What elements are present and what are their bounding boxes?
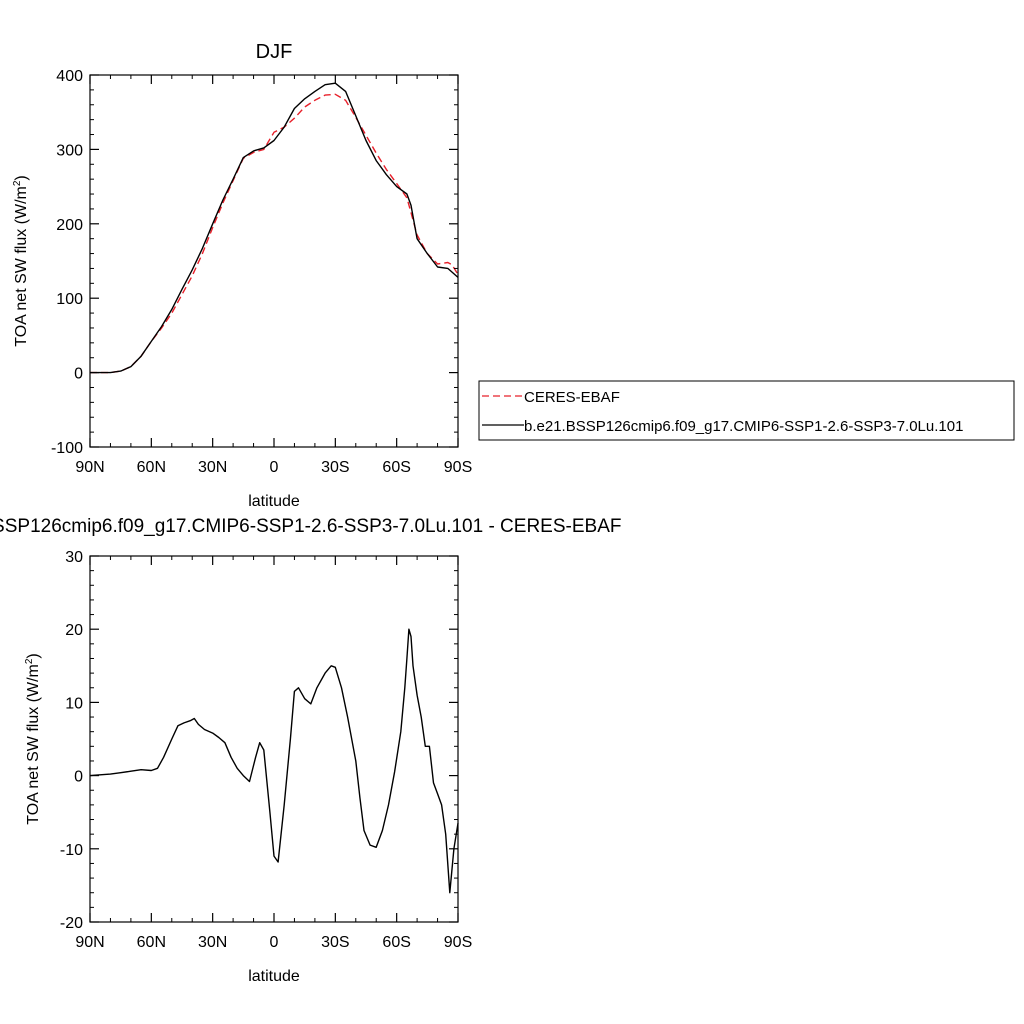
y-axis-label-sup: 2 <box>12 180 23 186</box>
y-axis-label: TOA net SW flux (W/m2) <box>24 653 42 825</box>
x-tick-label: 0 <box>270 934 279 951</box>
chart-bottom: b.e21.BSSP126cmip6.f09_g17.CMIP6-SSP1-2.… <box>0 516 621 985</box>
x-tick-label: 90N <box>75 934 104 951</box>
y-axis-label-sup: 2 <box>24 658 35 664</box>
series-line-ceres <box>90 93 459 374</box>
legend-box <box>478 380 1015 441</box>
x-tick-label: 90S <box>444 459 472 476</box>
axis-ticks: 90N 60N 30N 0 30S 60S 90S -100 0 100 200 300 400 <box>51 68 472 476</box>
y-tick-label: 400 <box>56 68 83 85</box>
x-tick-label: 60N <box>137 459 166 476</box>
x-tick-label: 30N <box>198 459 227 476</box>
y-tick-label: -10 <box>60 842 83 859</box>
series-line-model <box>89 628 459 894</box>
x-tick-label: 60S <box>382 459 410 476</box>
legend-label-ceres: CERES-EBAF <box>524 389 620 406</box>
y-tick-label: 100 <box>56 291 83 308</box>
plot-frame <box>89 555 459 923</box>
y-tick-label: -20 <box>60 915 83 932</box>
x-tick-label: 30N <box>198 934 227 951</box>
plot-frame <box>89 74 459 448</box>
legend-label-model: b.e21.BSSP126cmip6.f09_g17.CMIP6-SSP1-2.… <box>524 418 963 435</box>
y-tick-label: 30 <box>65 549 83 566</box>
y-tick-label: 10 <box>65 695 83 712</box>
x-tick-label: 60N <box>137 934 166 951</box>
series-layer <box>90 82 459 374</box>
y-tick-label: 0 <box>74 769 83 786</box>
y-tick-label: 0 <box>74 366 83 383</box>
axis-ticks: 90N 60N 30N 0 30S 60S 90S -20 -10 0 10 20 30 <box>60 549 472 951</box>
x-tick-label: 30S <box>321 934 349 951</box>
chart-title: DJF <box>256 41 293 63</box>
y-axis-label-text: TOA net SW flux (W/m <box>13 186 30 347</box>
y-axis-label-close: ) <box>25 653 42 658</box>
x-axis-label: latitude <box>248 968 300 985</box>
x-tick-label: 60S <box>382 934 410 951</box>
x-tick-label: 90S <box>444 934 472 951</box>
y-axis-label-text: TOA net SW flux (W/m <box>25 664 42 825</box>
y-tick-label: 300 <box>56 142 83 159</box>
x-tick-label: 90N <box>75 459 104 476</box>
series-line-model <box>90 82 459 374</box>
x-tick-label: 30S <box>321 459 349 476</box>
x-tick-label: 0 <box>270 459 279 476</box>
y-tick-label: -100 <box>51 440 83 457</box>
y-axis-label: TOA net SW flux (W/m2) <box>12 175 30 347</box>
legend: CERES-EBAF b.e21.BSSP126cmip6.f09_g17.CM… <box>478 380 1015 441</box>
x-axis-label: latitude <box>248 493 300 510</box>
chart-title: b.e21.BSSP126cmip6.f09_g17.CMIP6-SSP1-2.… <box>0 516 621 537</box>
series-layer <box>89 628 459 894</box>
chart-top: DJF 90N 60N 30N 0 30S 60S 90S -100 0 100 200 300 400… <box>12 41 472 510</box>
y-axis-label-close: ) <box>13 175 30 180</box>
y-tick-label: 200 <box>56 217 83 234</box>
y-tick-label: 20 <box>65 622 83 639</box>
